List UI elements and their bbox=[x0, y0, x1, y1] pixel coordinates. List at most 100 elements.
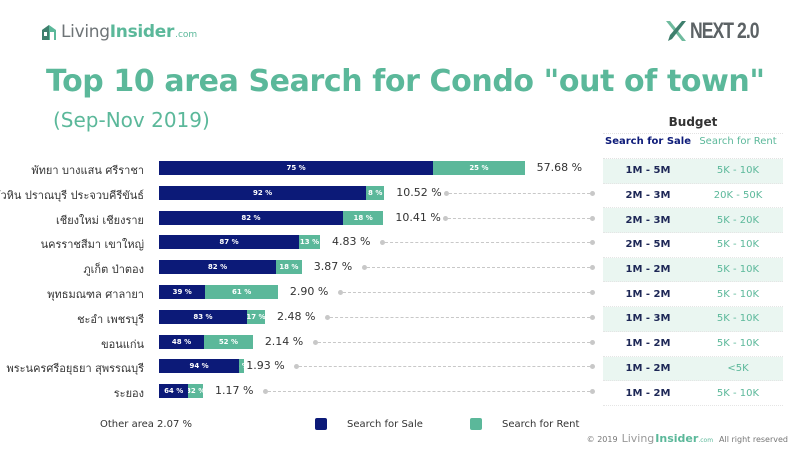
bar-sale: 39 % bbox=[159, 285, 206, 299]
leader-dot-end bbox=[590, 314, 595, 320]
leader-dot-end bbox=[590, 265, 595, 271]
budget-row: 2M - 3M 5K - 20K bbox=[603, 208, 783, 234]
bar-sale: 48 % bbox=[159, 334, 205, 349]
leader-line bbox=[299, 366, 590, 368]
bar-sale: 94 % bbox=[159, 359, 240, 374]
legend-sale-swatch bbox=[315, 418, 327, 430]
budget-rent-cell: 5K - 10K bbox=[716, 338, 760, 350]
budget-row: 1M - 3M 5K - 10K bbox=[603, 307, 783, 332]
leader-line bbox=[317, 341, 590, 343]
legend-rent: Search for Rent bbox=[470, 418, 579, 430]
bar-rent: 8 % bbox=[366, 185, 385, 200]
logo-com-text: .com bbox=[175, 30, 198, 40]
next-logo: NEXT 2.0 bbox=[664, 18, 776, 44]
bar-sale-label: 82 % bbox=[207, 263, 228, 272]
budget-rent-cell: 5K - 10K bbox=[716, 288, 760, 300]
budget-rent-cell: 5K - 20K bbox=[716, 214, 760, 226]
budget-table: Search for Sale Search for Rent 1M - 5M 5… bbox=[603, 133, 783, 406]
leader-dot-start bbox=[443, 215, 449, 221]
total-label: 2.14 % bbox=[264, 334, 304, 348]
total-label: 57.68 % bbox=[536, 161, 583, 174]
next-logo-text: NEXT 2.0 bbox=[690, 18, 760, 43]
leader-dot-start bbox=[312, 339, 318, 345]
total-label: 4.83 % bbox=[331, 235, 371, 249]
leader-dot-end bbox=[590, 215, 595, 221]
budget-rent-cell: 5K - 10K bbox=[716, 264, 760, 276]
leader-line bbox=[384, 242, 590, 244]
chart-subtitle: (Sep-Nov 2019) bbox=[53, 108, 210, 132]
bar-sale-label: 48 % bbox=[171, 337, 192, 346]
legend-sale-label: Search for Sale bbox=[347, 418, 423, 430]
leader-dot-start bbox=[361, 265, 367, 271]
bar-sale: 82 % bbox=[159, 210, 343, 225]
bar-sale-label: 87 % bbox=[219, 238, 239, 247]
rights-text: All right reserved bbox=[719, 435, 788, 444]
leader-line bbox=[329, 316, 590, 318]
leader-dot-end bbox=[590, 240, 595, 246]
bar-rent: 25 % bbox=[433, 161, 525, 175]
bar-rent: 61 % bbox=[205, 285, 278, 299]
bar-rent-label: 8 % bbox=[368, 188, 383, 197]
bar-sale: 87 % bbox=[159, 235, 300, 250]
total-label: 2.48 % bbox=[276, 309, 316, 323]
budget-row: 2M - 3M 20K - 50K bbox=[603, 184, 783, 209]
budget-title: Budget bbox=[668, 115, 718, 129]
x-mark-icon bbox=[666, 21, 686, 41]
bar-rent: 18 % bbox=[276, 260, 302, 275]
bar-sale-label: 92 % bbox=[253, 188, 273, 197]
budget-row: 1M - 2M 5K - 10K bbox=[603, 282, 783, 308]
category-label: ภูเก็ต ป่าตอง bbox=[83, 263, 144, 277]
leader-line bbox=[342, 292, 590, 293]
bar-rent-label: 25 % bbox=[469, 164, 489, 172]
logo-insider-text: Insider bbox=[109, 22, 175, 42]
copyright-text: © 2019 bbox=[586, 435, 618, 444]
category-label: ชะอำ เพชรบุรี bbox=[77, 312, 144, 326]
leader-dot-end bbox=[590, 364, 595, 370]
bar-sale-label: 75 % bbox=[286, 164, 306, 172]
other-area-label: Other area 2.07 % bbox=[100, 419, 192, 430]
bar-sale-label: 39 % bbox=[172, 288, 192, 296]
leader-dot-start bbox=[444, 190, 450, 196]
leader-line bbox=[449, 192, 590, 194]
bar-rent-label: 13 % bbox=[299, 238, 320, 247]
leader-dot-end bbox=[590, 290, 595, 295]
total-label: 1.17 % bbox=[215, 384, 254, 398]
budget-sale-cell: 1M - 2M bbox=[625, 264, 671, 276]
bar-rent: 52 % bbox=[204, 334, 253, 349]
category-label: เชียงใหม่ เชียงราย bbox=[56, 213, 144, 227]
total-label: 10.41 % bbox=[395, 210, 441, 224]
total-label: 1.93 % bbox=[246, 359, 285, 373]
category-label: พุทธมณฑล ศาลายา bbox=[47, 288, 144, 301]
footer-living: Living bbox=[621, 432, 655, 445]
budget-sale-header: Search for Sale bbox=[605, 136, 691, 147]
leader-dot-start bbox=[263, 389, 268, 395]
bar-rent: 13 % bbox=[299, 235, 320, 250]
bar-rent: 18 % bbox=[342, 210, 384, 225]
leader-dot-end bbox=[590, 389, 595, 395]
bar-rent-label: 18 % bbox=[353, 213, 373, 222]
bar-rent-label: 32 % bbox=[188, 387, 203, 396]
footer-com: .com bbox=[698, 437, 714, 444]
footer-insider: Insider bbox=[655, 432, 699, 445]
budget-rent-cell: 5K - 10K bbox=[716, 239, 760, 251]
budget-rent-cell: <5K bbox=[727, 362, 749, 374]
bar-sale: 83 % bbox=[159, 309, 247, 324]
budget-rent-cell: 20K - 50K bbox=[713, 190, 763, 202]
livinginsider-logo: Living Insider .com bbox=[41, 22, 197, 42]
bar-rent: 6 % bbox=[239, 359, 245, 374]
bar-sale: 82 % bbox=[159, 260, 277, 275]
budget-sale-cell: 2M - 3M bbox=[625, 190, 671, 202]
budget-sale-cell: 1M - 2M bbox=[625, 288, 671, 300]
total-label: 3.87 % bbox=[313, 260, 353, 274]
leader-line bbox=[268, 391, 590, 393]
budget-sale-cell: 1M - 2M bbox=[625, 338, 671, 350]
budget-row: 1M - 5M 5K - 10K bbox=[603, 159, 783, 184]
budget-sale-cell: 1M - 5M bbox=[625, 165, 671, 177]
budget-rent-cell: 5K - 10K bbox=[716, 165, 760, 177]
bar-rent-label: 61 % bbox=[232, 288, 252, 296]
bar-sale-label: 82 % bbox=[241, 213, 261, 222]
leader-dot-start bbox=[324, 314, 330, 320]
bar-rent-label: 52 % bbox=[218, 337, 239, 346]
category-label: พระนครศรีอยุธยา สุพรรณบุรี bbox=[6, 362, 144, 376]
category-label: หัวหิน ปราณบุรี ประจวบคีรีขันธ์ bbox=[0, 188, 144, 202]
